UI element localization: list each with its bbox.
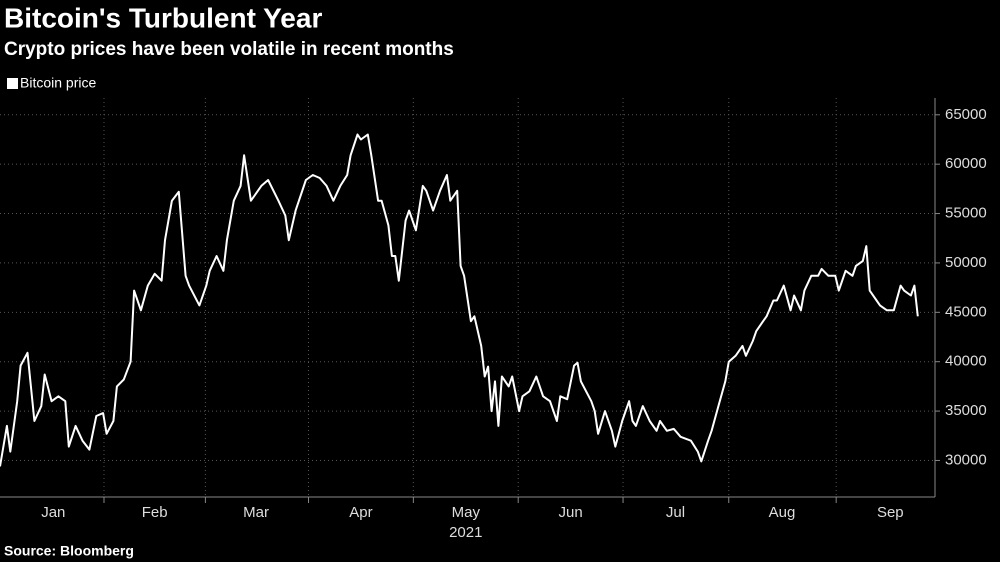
source: Source: Bloomberg	[4, 543, 134, 559]
x-tick-label: May	[452, 504, 481, 521]
y-tick-label: 35000	[945, 402, 987, 419]
legend-swatch	[7, 78, 18, 89]
legend-label: Bitcoin price	[20, 75, 96, 91]
y-tick-label: 40000	[945, 353, 987, 370]
y-tick-label: 50000	[945, 254, 987, 271]
x-tick-label: Jan	[41, 504, 65, 521]
y-tick-label: 60000	[945, 155, 987, 172]
x-tick-label: Aug	[769, 504, 796, 521]
x-tick-label: Jun	[559, 504, 583, 521]
chart-title: Bitcoin's Turbulent Year	[4, 2, 322, 33]
y-tick-label: 30000	[945, 451, 987, 468]
x-tick-label: Apr	[349, 504, 372, 521]
x-axis-label: 2021	[449, 524, 482, 541]
y-tick-label: 65000	[945, 106, 987, 123]
y-tick-label: 55000	[945, 205, 987, 222]
x-tick-label: Feb	[142, 504, 168, 521]
y-tick-label: 45000	[945, 303, 987, 320]
price-line	[0, 133, 919, 467]
x-tick-label: Sep	[877, 504, 904, 521]
x-tick-label: Mar	[243, 504, 269, 521]
chart-subtitle: Crypto prices have been volatile in rece…	[4, 39, 454, 60]
x-tick-label: Jul	[666, 504, 685, 521]
